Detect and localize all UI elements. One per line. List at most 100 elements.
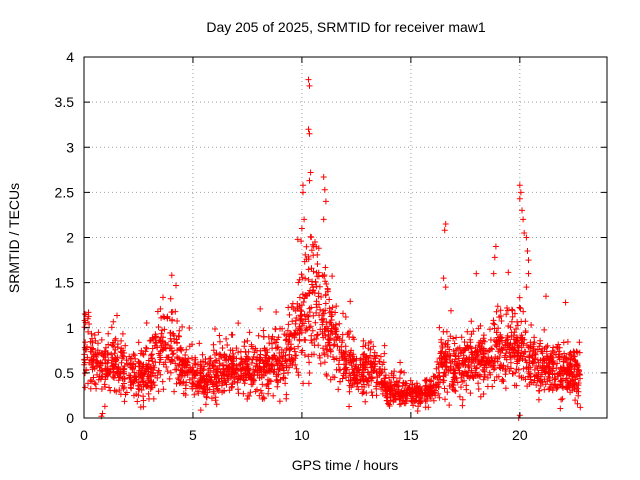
- data-point: [350, 358, 357, 365]
- data-point: [327, 347, 334, 354]
- data-point: [90, 356, 97, 363]
- y-axis-label: SRMTID / TECUs: [6, 183, 22, 293]
- data-point: [445, 368, 452, 374]
- data-point: [370, 343, 377, 350]
- data-point: [401, 400, 408, 407]
- data-point: [221, 371, 228, 378]
- data-point: [567, 389, 574, 396]
- data-point: [306, 130, 313, 137]
- data-point: [216, 378, 223, 385]
- data-point: [148, 373, 155, 380]
- data-point: [504, 305, 510, 311]
- data-point: [577, 404, 584, 411]
- data-point: [159, 378, 166, 385]
- data-point: [150, 379, 157, 386]
- data-point: [307, 169, 314, 176]
- data-point: [305, 276, 312, 283]
- data-point: [396, 401, 403, 408]
- data-point: [104, 366, 111, 373]
- data-point: [509, 370, 516, 377]
- data-point: [90, 374, 97, 381]
- data-point: [306, 324, 313, 331]
- data-point: [137, 350, 144, 357]
- data-point: [551, 381, 558, 388]
- data-point: [298, 349, 305, 356]
- data-point: [465, 363, 472, 370]
- data-point: [330, 354, 336, 360]
- data-point: [286, 356, 293, 363]
- data-point: [260, 394, 267, 401]
- data-point: [250, 366, 257, 373]
- data-point: [448, 307, 454, 314]
- data-point: [260, 327, 267, 334]
- data-point: [487, 336, 494, 343]
- data-point: [243, 365, 250, 372]
- data-point: [424, 397, 430, 404]
- data-point: [514, 322, 521, 329]
- data-point: [497, 313, 504, 319]
- data-point: [478, 356, 485, 363]
- data-point: [298, 225, 305, 232]
- data-point: [160, 334, 166, 341]
- data-point: [87, 338, 94, 345]
- data-point: [255, 332, 262, 339]
- data-point: [560, 358, 567, 365]
- data-point: [303, 243, 310, 250]
- data-point: [361, 350, 368, 357]
- data-point: [519, 207, 525, 214]
- data-point: [321, 272, 328, 278]
- data-point: [306, 82, 313, 89]
- data-point: [302, 251, 309, 258]
- data-point: [340, 370, 347, 377]
- data-point: [128, 364, 134, 371]
- data-point: [320, 216, 327, 223]
- data-point: [155, 324, 162, 330]
- data-point: [274, 344, 281, 351]
- data-point: [454, 362, 461, 369]
- data-point: [467, 390, 474, 397]
- data-point: [516, 182, 523, 189]
- data-point: [106, 384, 112, 391]
- data-point: [148, 365, 155, 372]
- data-point: [258, 374, 265, 381]
- data-point: [172, 366, 179, 373]
- data-point: [476, 361, 483, 368]
- data-point: [296, 276, 303, 283]
- data-point: [497, 365, 504, 372]
- data-point: [507, 353, 514, 360]
- data-point: [135, 339, 142, 346]
- data-point: [536, 343, 543, 350]
- data-point: [131, 369, 138, 376]
- data-point: [235, 349, 242, 356]
- data-point: [439, 343, 446, 350]
- data-point: [109, 363, 116, 370]
- data-point: [522, 328, 529, 334]
- data-point: [143, 320, 150, 326]
- data-point: [322, 292, 329, 299]
- data-point: [257, 357, 263, 364]
- data-point: [247, 375, 254, 382]
- data-point: [338, 343, 345, 350]
- data-point: [453, 347, 460, 354]
- data-point: [349, 353, 356, 360]
- data-point: [459, 378, 466, 385]
- data-point: [326, 296, 333, 303]
- data-point: [545, 369, 552, 376]
- data-point: [300, 320, 307, 327]
- data-point: [513, 336, 519, 343]
- data-point: [214, 385, 221, 392]
- data-point: [560, 339, 567, 346]
- data-point: [98, 350, 105, 357]
- data-point: [531, 334, 538, 341]
- data-point: [404, 395, 411, 402]
- data-point: [413, 383, 420, 389]
- data-point: [281, 367, 287, 374]
- data-point: [495, 373, 502, 380]
- data-point: [458, 384, 464, 391]
- data-point: [491, 254, 498, 261]
- data-point: [537, 378, 544, 385]
- data-point: [313, 243, 320, 250]
- data-point: [268, 378, 274, 385]
- data-point: [462, 358, 469, 365]
- data-point: [347, 298, 354, 305]
